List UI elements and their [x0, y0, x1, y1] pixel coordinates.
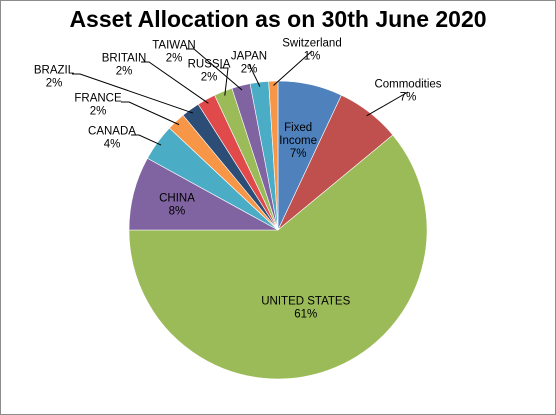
- leader-line-switzerland: [273, 50, 313, 86]
- slice-label-canada: CANADA 4%: [88, 126, 136, 151]
- slice-label-japan: JAPAN 2%: [231, 51, 267, 76]
- leader-line-britain: [141, 61, 209, 104]
- leader-line-taiwan: [186, 48, 243, 91]
- slice-label-brazil: BRAZIL 2%: [34, 65, 75, 90]
- leader-line-commodities: [366, 91, 409, 117]
- slice-label-united-states: UNITED STATES 61%: [261, 296, 350, 321]
- leader-line-brazil: [72, 73, 194, 114]
- leader-line-france: [121, 101, 180, 126]
- slice-label-commodities: Commodities 7%: [374, 79, 441, 104]
- slice-label-taiwan: TAIWAN 2%: [152, 40, 195, 65]
- slice-label-france: FRANCE 2%: [74, 93, 122, 118]
- slice-label-switzerland: Switzerland 1%: [282, 38, 341, 63]
- pie-slice-united-states: [128, 134, 428, 380]
- leader-line-japan: [248, 63, 261, 87]
- slice-label-britain: BRITAIN 2%: [102, 53, 147, 78]
- slice-label-china: CHINA 8%: [159, 193, 195, 218]
- leader-line-canada: [131, 134, 162, 146]
- leader-line-russia: [220, 67, 229, 96]
- chart-title: Asset Allocation as on 30th June 2020: [69, 6, 487, 32]
- slice-label-russia: RUSSIA 2%: [188, 59, 231, 84]
- slice-label-fixed-income: Fixed Income 7%: [279, 122, 317, 160]
